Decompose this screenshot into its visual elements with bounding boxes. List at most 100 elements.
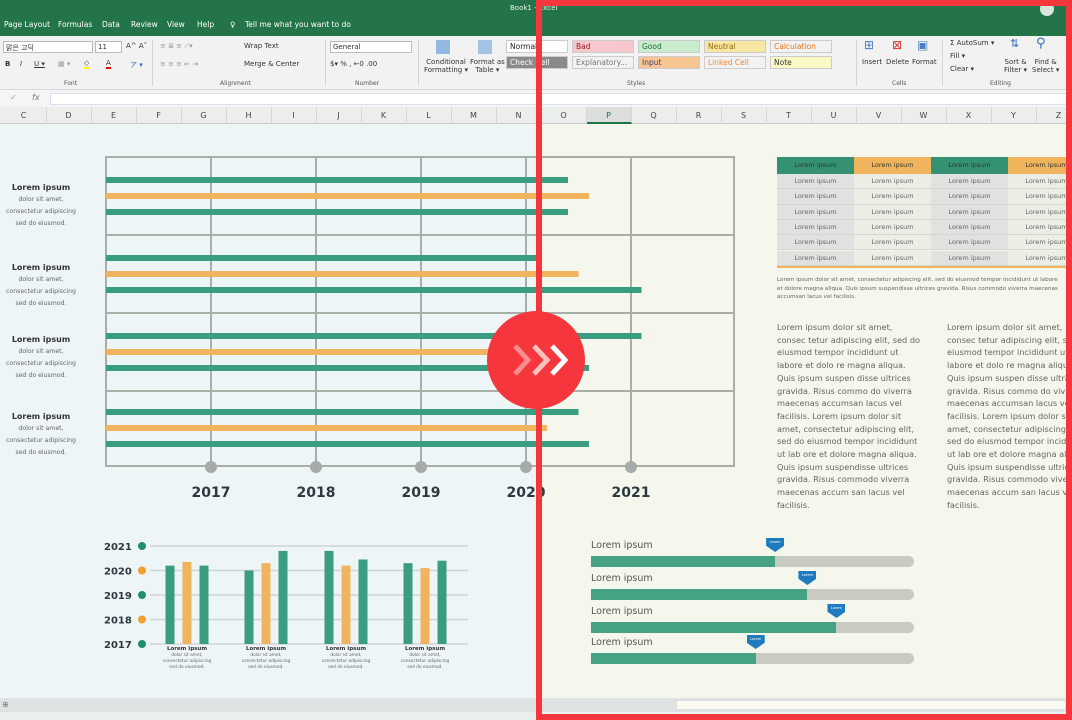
find-select-button[interactable]: Find & Select ▾ [1032, 58, 1059, 74]
table-cell[interactable]: Lorem ipsum [777, 250, 854, 266]
cell-style-1[interactable]: Bad [572, 40, 634, 53]
align-center-icon[interactable]: ≡ ≡ ≡ ⇤ ⇥ [160, 60, 199, 68]
table-cell[interactable]: Lorem ipsum [931, 204, 1008, 220]
tell-me-search[interactable]: Tell me what you want to do [245, 20, 351, 29]
column-header-S[interactable]: S [722, 107, 767, 124]
column-header-K[interactable]: K [362, 107, 407, 124]
next-arrow-button[interactable] [487, 311, 585, 409]
table-cell[interactable]: Lorem ipsum [854, 235, 931, 251]
cell-style-3[interactable]: Neutral [704, 40, 766, 53]
table-cell[interactable]: Lorem ipsum [777, 174, 854, 190]
column-header-M[interactable]: M [452, 107, 497, 124]
cell-style-8[interactable]: Linked Cell [704, 56, 766, 69]
cell-style-6[interactable]: Explanatory... [572, 56, 634, 69]
column-header-H[interactable]: H [227, 107, 272, 124]
column-header-T[interactable]: T [767, 107, 812, 124]
tab-help[interactable]: Help [197, 20, 215, 29]
table-cell[interactable]: Lorem ipsum [931, 174, 1008, 190]
bold-button[interactable]: B [5, 60, 11, 68]
align-top-icon[interactable]: ≡ ≣ ≡ ⟋▾ [160, 42, 193, 50]
underline-button[interactable]: U ▾ [34, 60, 45, 68]
column-header-Z[interactable]: Z [1037, 107, 1072, 124]
fill-button[interactable]: Fill ▾ [950, 52, 966, 60]
column-header-N[interactable]: N [497, 107, 542, 124]
tab-page-layout[interactable]: Page Layout [4, 20, 51, 29]
table-cell[interactable]: Lorem ipsum [777, 235, 854, 251]
cell-style-5[interactable]: Check Cell [506, 56, 568, 69]
font-color-icon[interactable]: A [106, 59, 111, 69]
font-size-select[interactable]: 11 [95, 41, 122, 53]
column-header-I[interactable]: I [272, 107, 317, 124]
sort-filter-button[interactable]: Sort & Filter ▾ [1004, 58, 1027, 74]
scroll-thumb[interactable] [676, 700, 1066, 710]
number-format-select[interactable]: General [330, 41, 412, 53]
table-cell[interactable]: Lorem ipsum [931, 235, 1008, 251]
column-header-C[interactable]: C [2, 107, 47, 124]
y-tick-label: 2017 [104, 640, 132, 651]
tab-data[interactable]: Data [102, 20, 120, 29]
check-icon[interactable]: ✓ [10, 93, 17, 102]
column-header-W[interactable]: W [902, 107, 947, 124]
fx-icon[interactable]: fx [32, 93, 40, 102]
column-header-P[interactable]: P [586, 107, 632, 124]
tab-formulas[interactable]: Formulas [58, 20, 93, 29]
table-cell[interactable]: Lorem ipsum [854, 189, 931, 205]
format-button[interactable]: Format [912, 58, 937, 66]
table-cell[interactable]: Lorem ipsum [931, 250, 1008, 266]
column-header-R[interactable]: R [677, 107, 722, 124]
column-header-G[interactable]: G [182, 107, 227, 124]
font-name-select[interactable]: 맑은 고딕 [3, 41, 93, 53]
table-cell[interactable]: Lorem ipsum [777, 219, 854, 236]
cell-style-0[interactable]: Normal [506, 40, 568, 53]
column-header-V[interactable]: V [857, 107, 902, 124]
add-sheet-icon[interactable]: ⊕ [2, 700, 9, 709]
table-cell[interactable]: Lorem ipsum [1008, 174, 1072, 190]
horizontal-scrollbar[interactable]: ⊕ [0, 698, 1072, 712]
column-header-Q[interactable]: Q [632, 107, 677, 124]
tab-view[interactable]: View [167, 20, 185, 29]
autosum-button[interactable]: Σ AutoSum ▾ [950, 39, 995, 47]
italic-button[interactable]: I [20, 60, 23, 68]
border-icon[interactable]: ▦ ▾ [58, 60, 71, 68]
table-cell[interactable]: Lorem ipsum [1008, 250, 1072, 266]
cell-style-2[interactable]: Good [638, 40, 700, 53]
insert-button[interactable]: Insert [862, 58, 883, 66]
delete-button[interactable]: Delete [886, 58, 909, 66]
table-cell[interactable]: Lorem ipsum [777, 204, 854, 220]
column-header-F[interactable]: F [137, 107, 182, 124]
cell-style-7[interactable]: Input [638, 56, 700, 69]
column-header-Y[interactable]: Y [992, 107, 1037, 124]
table-cell[interactable]: Lorem ipsum [854, 204, 931, 220]
table-cell[interactable]: Lorem ipsum [931, 219, 1008, 236]
tab-review[interactable]: Review [131, 20, 158, 29]
merge-center-button[interactable]: Merge & Center [244, 60, 300, 68]
column-header-D[interactable]: D [47, 107, 92, 124]
table-cell[interactable]: Lorem ipsum [1008, 219, 1072, 236]
clear-button[interactable]: Clear ▾ [950, 65, 975, 73]
wrap-text-button[interactable]: Wrap Text [244, 42, 279, 50]
table-cell[interactable]: Lorem ipsum [1008, 189, 1072, 205]
grow-font-icon[interactable]: A^ A˅ [126, 42, 148, 50]
table-cell[interactable]: Lorem ipsum [1008, 204, 1072, 220]
table-cell[interactable]: Lorem ipsum [931, 189, 1008, 205]
column-header-X[interactable]: X [947, 107, 992, 124]
phonetic-icon[interactable]: ア ▾ [130, 61, 143, 69]
table-cell[interactable]: Lorem ipsum [854, 219, 931, 236]
account-avatar-icon[interactable] [1040, 2, 1054, 16]
format-as-table-button[interactable]: Format as Table ▾ [470, 58, 505, 74]
table-cell[interactable]: Lorem ipsum [854, 250, 931, 266]
cell-style-4[interactable]: Calculation [770, 40, 832, 53]
formula-input[interactable] [50, 93, 1072, 105]
table-cell[interactable]: Lorem ipsum [854, 174, 931, 190]
cell-style-9[interactable]: Note [770, 56, 832, 69]
column-header-E[interactable]: E [92, 107, 137, 124]
currency-percent-icons[interactable]: $▾ % , ←0 .00 [330, 60, 378, 68]
table-cell[interactable]: Lorem ipsum [1008, 235, 1072, 251]
column-header-L[interactable]: L [407, 107, 452, 124]
conditional-formatting-button[interactable]: Conditional Formatting ▾ [424, 58, 468, 74]
column-header-U[interactable]: U [812, 107, 857, 124]
table-cell[interactable]: Lorem ipsum [777, 189, 854, 205]
column-header-J[interactable]: J [317, 107, 362, 124]
fill-color-icon[interactable]: ◇ [84, 59, 90, 69]
column-header-O[interactable]: O [542, 107, 587, 124]
